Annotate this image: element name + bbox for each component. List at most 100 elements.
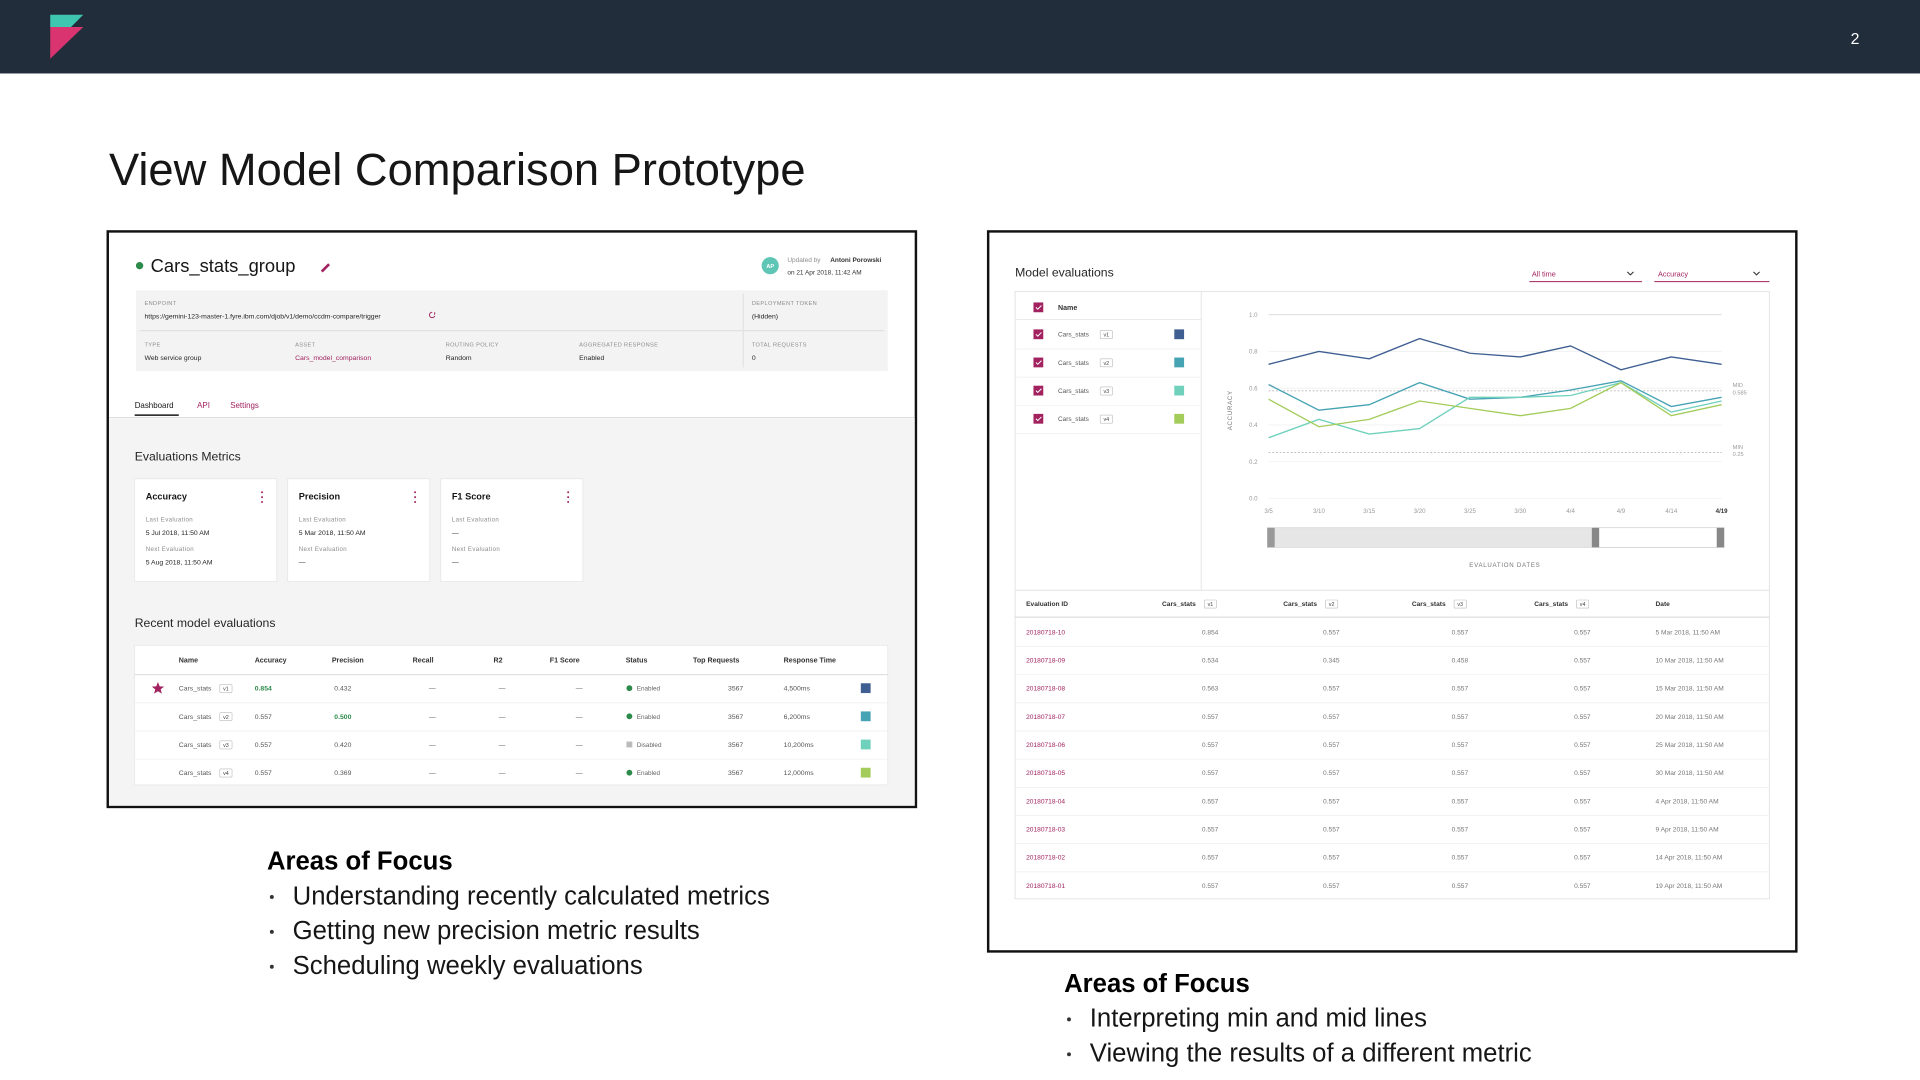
column-header[interactable]: R2 [493,656,502,664]
color-swatch [860,739,871,750]
cell-precision: 0.420 [334,742,351,749]
version-badge-box [219,684,233,693]
version-badge-box [1099,330,1113,339]
field-label: ASSET [295,343,315,349]
bullet [269,964,274,969]
column-header[interactable]: Evaluation ID [1026,601,1068,608]
column-header[interactable]: Precision [332,656,364,664]
column-header[interactable]: Cars_stats [1283,601,1317,608]
cell-accuracy: 0.557 [255,714,272,721]
tab[interactable]: API [197,401,210,410]
table-cell: 0.557 [1574,629,1591,636]
table-cell[interactable]: 20180718-04 [1026,798,1065,805]
legend-check [1035,388,1042,394]
version-badge-box [1453,599,1467,609]
table-cell[interactable]: 20180718-03 [1026,826,1065,833]
legend-swatch [1174,413,1185,424]
column-header[interactable]: Accuracy [255,656,287,664]
table-cell: 0.557 [1323,883,1340,890]
status-dot [626,713,633,720]
legend-swatch [1174,357,1185,368]
version-badge-box [1203,599,1217,609]
field-value: Cars_model_comparison [295,355,371,362]
legend-checkbox[interactable] [1033,329,1044,340]
column-header[interactable]: Name [179,656,198,664]
cell-r2: — [499,742,506,749]
table-cell[interactable]: 20180718-01 [1026,883,1065,890]
version-badge-box [219,740,233,750]
column-header[interactable]: Response Time [784,656,836,664]
table-cell[interactable]: 20180718-08 [1026,686,1065,693]
column-header[interactable]: Date [1656,601,1671,608]
cell-f1: — [576,714,583,721]
table-cell: 0.557 [1452,855,1469,862]
table-cell[interactable]: 20180718-06 [1026,742,1065,749]
legend-checkbox[interactable] [1033,385,1044,396]
cell-status: Enabled [637,686,661,693]
bullet [1067,1017,1071,1022]
filter[interactable]: Accuracy [1658,270,1688,279]
column-header[interactable]: Recall [413,656,434,664]
updated-name: Antoni Porowski [830,257,881,264]
series-line [1268,381,1722,439]
table-cell: 0.557 [1452,629,1469,636]
field-value: (Hidden) [752,313,778,320]
reference-label: MIN [1733,445,1743,451]
table-cell: 0.557 [1202,798,1219,805]
table-cell[interactable]: 20180718-07 [1026,714,1065,721]
avatar-initials: AP [766,264,774,270]
table-cell: 0.557 [1323,686,1340,693]
table-cell[interactable]: 20180718-09 [1026,657,1065,664]
table-cell: 0.557 [1323,629,1340,636]
column-header[interactable]: Cars_stats [1412,601,1446,608]
legend-checkbox[interactable] [1033,413,1044,424]
table-cell: 0.854 [1202,629,1219,636]
cell-top-requests: 3567 [728,742,743,749]
y-tick-label: 0.4 [1249,422,1258,429]
cell-version: v3 [223,743,229,749]
table-cell[interactable]: 20180718-02 [1026,855,1065,862]
page-number: 2 [1851,31,1860,48]
legend-version: v1 [1103,333,1109,339]
column-header[interactable]: Cars_stats [1534,601,1568,608]
table-cell: 0.557 [1452,714,1469,721]
cell-recall: — [429,714,436,721]
table-cell: 0.557 [1323,742,1340,749]
cell-recall: — [429,686,436,693]
table-cell[interactable]: 20180718-05 [1026,770,1065,777]
bullet [269,894,274,899]
panel-title: Model evaluations [1015,266,1114,280]
column-header[interactable]: Top Requests [693,656,739,664]
table-cell: 19 Apr 2018, 11:50 AM [1656,883,1723,890]
x-tick-label: 3/25 [1464,508,1476,515]
tab[interactable]: Dashboard [135,401,174,410]
cell-top-requests: 3567 [728,686,743,693]
table-cell: 0.458 [1452,657,1469,664]
table-cell: 0.557 [1202,826,1219,833]
table-cell: 0.557 [1574,798,1591,805]
tab[interactable]: Settings [230,401,259,410]
section-title: Evaluations Metrics [135,449,241,463]
table-cell: 0.557 [1452,883,1469,890]
legend-checkbox[interactable] [1033,357,1044,368]
metric-name: Precision [299,492,341,502]
filter[interactable]: All time [1532,270,1556,279]
reference-value: 0.25 [1733,452,1744,458]
table-cell: 0.557 [1202,714,1219,721]
y-tick-label: 0.8 [1249,349,1258,356]
table-cell: 0.557 [1574,770,1591,777]
legend-header[interactable]: Name [1058,304,1077,312]
field-value: 0 [752,355,756,362]
column-header[interactable]: F1 Score [550,656,580,664]
cell-name: Cars_stats [179,714,212,721]
metric-next: — [299,559,306,566]
column-header[interactable]: Status [626,656,648,664]
legend-check [1035,416,1042,422]
metric-last: 5 Mar 2018, 11:50 AM [299,530,366,537]
column-header[interactable]: Cars_stats [1162,601,1196,608]
y-tick-label: 1.0 [1249,312,1258,319]
table-cell: 0.557 [1323,855,1340,862]
legend-version: v2 [1103,361,1109,367]
table-cell[interactable]: 20180718-10 [1026,629,1065,636]
